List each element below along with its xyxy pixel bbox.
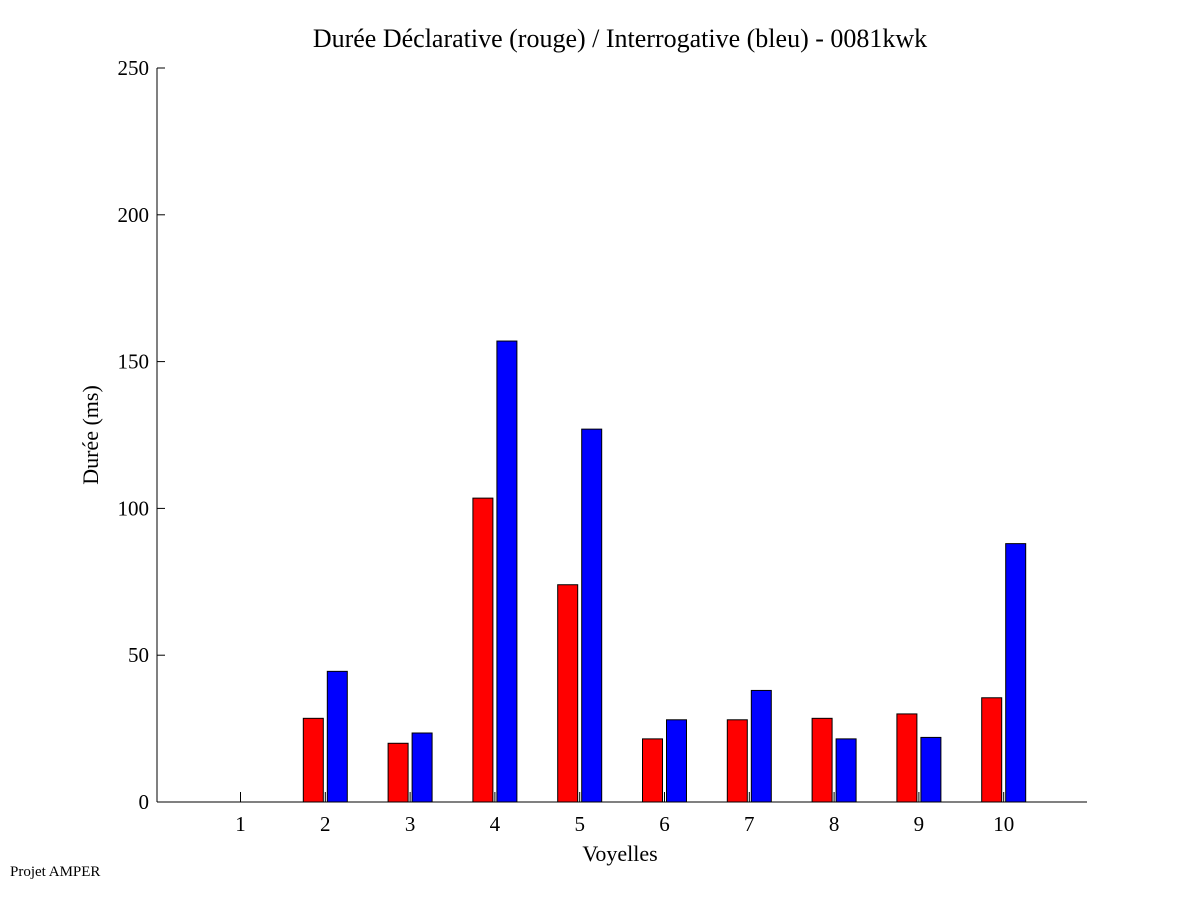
bar-blue-5 [581, 428, 603, 803]
bar-blue-3 [411, 732, 433, 803]
x-tick-label: 9 [914, 812, 925, 836]
bar-blue-4 [496, 340, 518, 803]
bar-blue-2 [326, 670, 348, 803]
y-tick-label: 150 [118, 350, 150, 374]
x-tick-label: 2 [320, 812, 331, 836]
x-tick-label: 4 [490, 812, 501, 836]
y-tick-label: 100 [118, 496, 150, 520]
x-tick-label: 8 [829, 812, 840, 836]
y-tick-label: 250 [118, 56, 150, 80]
bar-red-8 [811, 717, 833, 803]
x-tick-label: 5 [574, 812, 585, 836]
bars-group [302, 340, 1027, 803]
x-tick-label: 6 [659, 812, 670, 836]
y-tick-label: 200 [118, 203, 150, 227]
y-tick-label: 0 [139, 790, 150, 814]
x-tick-label: 3 [405, 812, 416, 836]
chart-title: Durée Déclarative (rouge) / Interrogativ… [313, 24, 927, 53]
bar-red-6 [642, 738, 663, 803]
bar-red-2 [302, 717, 324, 803]
x-tick-label: 1 [235, 812, 246, 836]
bar-blue-7 [750, 689, 772, 803]
bar-red-9 [896, 713, 918, 803]
x-tick-label: 7 [744, 812, 755, 836]
x-tick-label: 10 [993, 812, 1014, 836]
bar-blue-8 [835, 738, 857, 803]
y-axis-label: Durée (ms) [78, 385, 103, 485]
x-axis-ticks: 1 2 3 4 5 6 7 8 9 10 [235, 792, 1014, 836]
bar-blue-9 [920, 736, 942, 803]
footer-note: Projet AMPER [10, 864, 101, 880]
bar-blue-10 [1005, 543, 1027, 803]
x-axis-label: Voyelles [582, 841, 657, 866]
bar-red-4 [472, 497, 494, 803]
y-tick-label: 50 [128, 643, 149, 667]
y-axis-ticks: 0 50 100 150 200 250 [118, 56, 165, 814]
bar-red-7 [726, 719, 748, 803]
bar-red-3 [387, 742, 409, 803]
bar-red-10 [981, 697, 1003, 803]
bar-red-5 [557, 584, 579, 803]
bar-blue-6 [666, 719, 687, 803]
